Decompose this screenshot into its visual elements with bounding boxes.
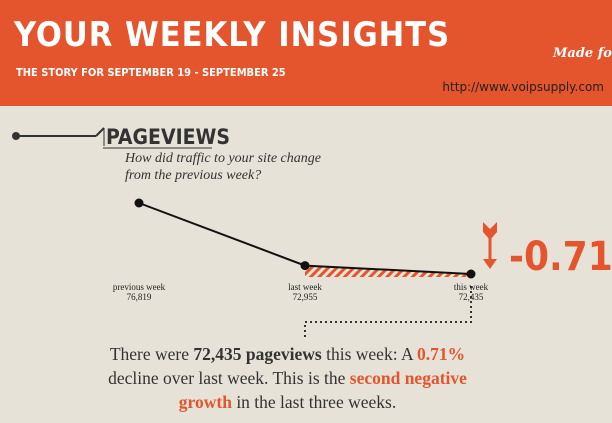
change-arrow xyxy=(483,222,497,269)
value-label: 72,955 xyxy=(293,292,318,302)
category-label: this week xyxy=(454,282,489,292)
header-title: YOUR WEEKLY INSIGHTS xyxy=(13,15,450,55)
section-rule xyxy=(95,127,105,137)
made-for: Made for: xyxy=(552,46,612,61)
summary-part: decline over last week. This is the xyxy=(108,368,350,388)
section-title: PAGEVIEWS xyxy=(106,125,230,149)
question-box: How did traffic to your site change from… xyxy=(125,151,321,183)
arrow-head xyxy=(483,222,497,240)
summary-part: in the last three weeks. xyxy=(231,392,397,412)
summary-part: second negative growth xyxy=(178,368,467,412)
summary-part: 0.71% xyxy=(417,344,466,364)
point xyxy=(300,261,310,271)
change-label: -0.71% xyxy=(509,234,612,280)
category-label: last week xyxy=(288,282,322,292)
arrow-tip xyxy=(483,259,497,269)
point xyxy=(466,269,476,279)
header-band xyxy=(0,0,612,106)
summary: There were 72,435 pageviews this week: A… xyxy=(95,342,480,414)
value-label: 76,819 xyxy=(127,292,152,302)
summary-part: There were xyxy=(109,344,194,364)
category-label: previous week xyxy=(113,282,166,292)
value-label: 72,435 xyxy=(459,292,484,302)
summary-part: this week: A xyxy=(321,344,418,364)
callout-dots xyxy=(304,286,472,338)
section-question: How did traffic to your site change from… xyxy=(125,151,321,183)
point xyxy=(134,198,144,208)
header-subtitle: THE STORY FOR SEPTEMBER 19 - SEPTEMBER 2… xyxy=(16,66,286,79)
summary-part: 72,435 pageviews xyxy=(193,344,322,364)
header-url: http://www.voipsupply.com xyxy=(442,80,604,94)
